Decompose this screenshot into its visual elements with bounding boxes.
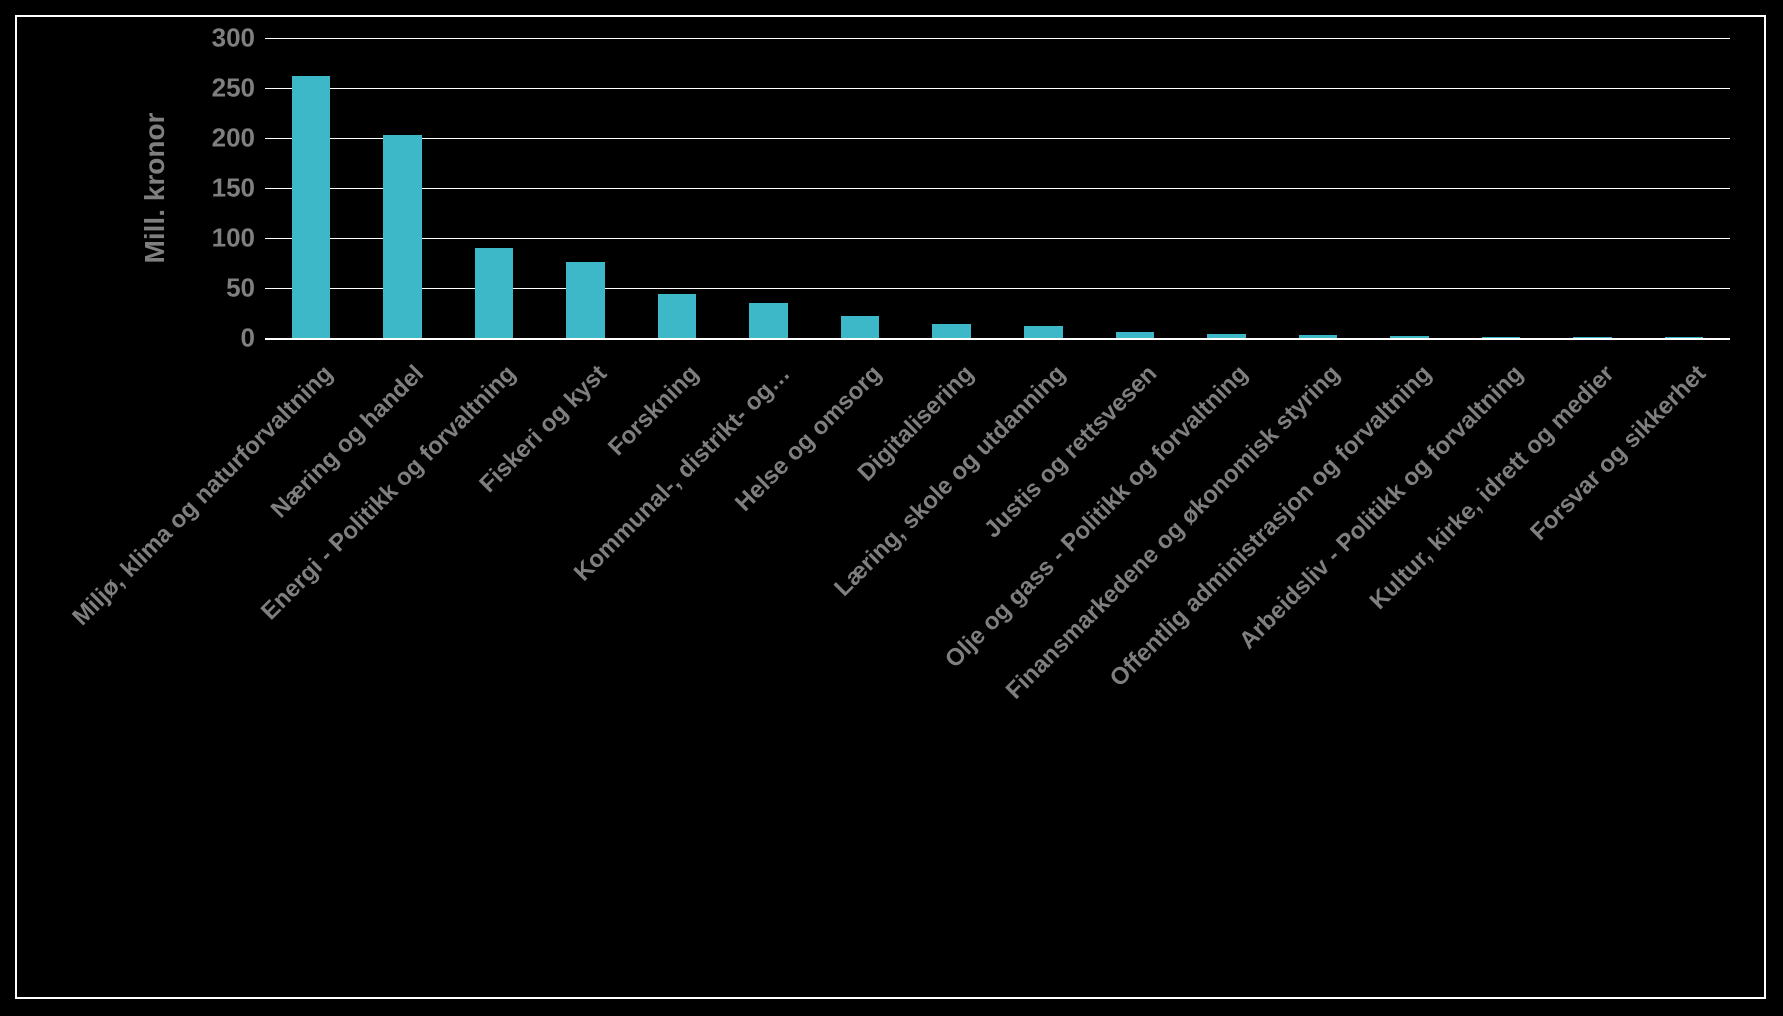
bar (841, 316, 879, 338)
y-tick-label: 50 (195, 273, 255, 304)
x-tick-label: Forsvar og sikkerhet (1525, 360, 1712, 547)
y-tick-label: 100 (195, 223, 255, 254)
x-tick-label: Justis og rettsvesen (979, 360, 1163, 544)
gridline (265, 88, 1730, 89)
bar (658, 294, 696, 338)
gridline (265, 338, 1730, 340)
bar (475, 248, 513, 338)
bar (1024, 326, 1062, 338)
gridline (265, 188, 1730, 189)
bar-chart: 050100150200250300Mill. kronorMiljø, kli… (0, 0, 1783, 1016)
y-tick-label: 200 (195, 123, 255, 154)
y-tick-label: 250 (195, 73, 255, 104)
bar (932, 324, 970, 338)
bar (1482, 337, 1520, 338)
y-tick-label: 0 (195, 323, 255, 354)
x-tick-label: Offentlig administrasjon og forvaltning (1105, 360, 1438, 693)
y-tick-label: 300 (195, 23, 255, 54)
bar (1665, 337, 1703, 338)
x-tick-label: Næring og handel (266, 360, 430, 524)
x-tick-label: Finansmarkedene og økonomisk styring (1001, 360, 1346, 705)
gridline (265, 238, 1730, 239)
bar (1299, 335, 1337, 338)
bar (1390, 336, 1428, 338)
bar (292, 76, 330, 338)
bar (566, 262, 604, 338)
y-tick-label: 150 (195, 173, 255, 204)
bar (1573, 337, 1611, 338)
gridline (265, 138, 1730, 139)
plot-area (265, 38, 1730, 338)
bar (1116, 332, 1154, 338)
gridline (265, 38, 1730, 39)
bar (1207, 334, 1245, 338)
bar (749, 303, 787, 338)
bar (383, 135, 421, 338)
y-axis-title: Mill. kronor (139, 113, 171, 264)
